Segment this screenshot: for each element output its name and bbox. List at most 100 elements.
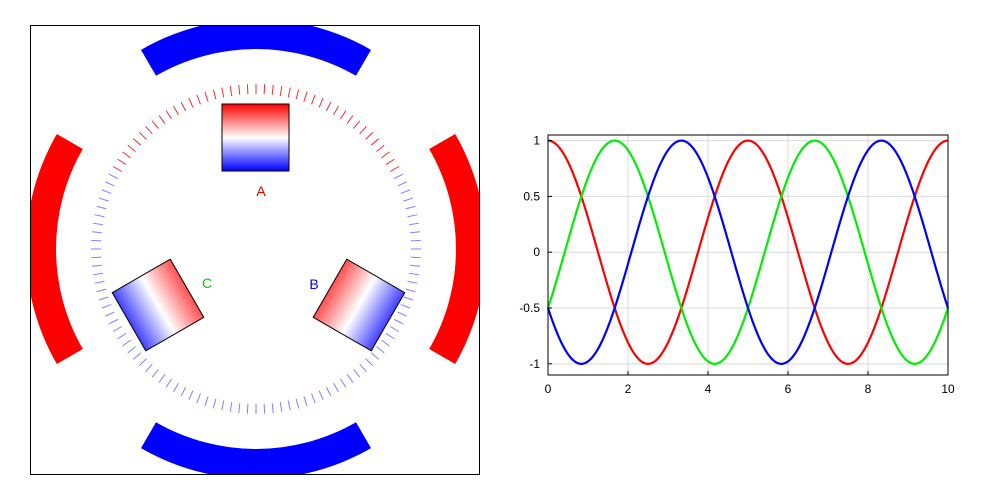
rotor-tick: [229, 85, 233, 96]
rotor-tick: [112, 166, 123, 172]
rotor-tick: [263, 403, 266, 414]
plot-area-frame: [547, 134, 949, 376]
rotor-tick: [385, 332, 395, 340]
rotor-tick: [339, 110, 347, 120]
rotor-tick: [405, 288, 416, 293]
rotor-tick: [393, 173, 404, 180]
rotor-tick: [204, 396, 209, 407]
rotor-tick: [376, 144, 385, 152]
rotor-tick: [91, 231, 102, 234]
rotor-tick: [409, 222, 420, 226]
rotor-tick: [108, 173, 119, 180]
rotor-tick: [212, 89, 217, 100]
rotor-tick: [96, 205, 107, 210]
coil-b: [312, 258, 406, 352]
coil-c: [111, 258, 205, 352]
coil-a: [221, 103, 290, 172]
rotor-tick: [397, 181, 407, 187]
rotor-tick: [105, 181, 115, 187]
phase-chart: 0 2 4 6 8 10 -1 -0.5 0 0.5 1: [500, 110, 980, 410]
rotor-tick: [105, 311, 115, 317]
coil-a-label: A: [256, 183, 266, 199]
rotor-tick: [353, 120, 361, 129]
rotor-tick: [325, 386, 332, 397]
rotor-tick: [400, 189, 411, 194]
rotor-tick: [122, 339, 131, 347]
rotor-tick: [212, 398, 217, 409]
rotor-tick: [279, 85, 283, 96]
rotor-tick: [138, 131, 147, 140]
rotor-tick: [165, 378, 173, 388]
rotor-tick: [94, 280, 105, 284]
rotor-tick: [173, 382, 179, 393]
rotor-tick: [318, 98, 324, 108]
rotor-tick: [403, 197, 414, 202]
y-tick-label: -0.5: [519, 301, 540, 315]
rotor-tick: [173, 105, 179, 116]
motor-diagram: A B C: [26, 19, 486, 479]
rotor-tick: [346, 374, 354, 383]
rotor-tick: [311, 393, 316, 404]
rotor-tick: [246, 403, 249, 414]
phase-chart-svg: 0 2 4 6 8 10 -1 -0.5 0 0.5 1: [519, 134, 955, 396]
rotor-tick: [133, 138, 142, 146]
rotor-tick: [403, 296, 414, 301]
y-tick-label: -1: [529, 357, 540, 371]
rotor-tick: [271, 403, 274, 414]
rotor-tick: [365, 358, 374, 367]
rotor-tick: [359, 363, 367, 372]
x-tick-label: 6: [785, 382, 792, 396]
rotor-tick: [333, 382, 339, 393]
rotor-tick: [325, 101, 332, 112]
rotor-tick: [410, 231, 421, 234]
rotor-tick: [385, 158, 395, 166]
rotor-tick: [117, 332, 127, 340]
rotor-tick: [188, 390, 194, 400]
rotor-tick: [376, 346, 385, 354]
rotor-tick: [381, 339, 390, 347]
y-tick-label: 0: [533, 245, 540, 259]
y-tick-label: 1: [533, 134, 540, 148]
rotor-tick: [151, 120, 159, 129]
rotor-tick: [238, 84, 241, 95]
rotor-tick: [145, 363, 153, 372]
rotor-tick: [180, 101, 187, 112]
rotor-tick: [407, 214, 418, 218]
rotor-tick: [188, 98, 194, 108]
stator-arc-right: [429, 134, 486, 364]
x-tick-label: 2: [625, 382, 632, 396]
rotor-tick: [91, 264, 102, 267]
rotor-tick: [92, 222, 103, 226]
rotor-tick: [397, 311, 407, 317]
rotor-tick: [287, 87, 291, 98]
stator-arc-bottom: [141, 422, 371, 479]
x-tick-label: 10: [941, 382, 955, 396]
rotor-tick: [353, 369, 361, 378]
rotor-tick: [94, 214, 105, 218]
rotor-tick: [108, 318, 119, 325]
rotor-tick: [158, 115, 166, 124]
rotor-tick: [133, 352, 142, 360]
rotor-tick: [410, 264, 421, 267]
rotor-tick: [370, 352, 379, 360]
rotor-tick: [229, 402, 233, 413]
rotor-tick: [158, 374, 166, 383]
stator-arc-left: [26, 134, 83, 364]
x-tick-label: 8: [865, 382, 872, 396]
rotor-tick: [287, 400, 291, 411]
rotor-tick: [311, 94, 316, 105]
rotor-tick: [393, 318, 404, 325]
x-tick-label: 4: [705, 382, 712, 396]
rotor-tick: [122, 151, 131, 159]
rotor-tick: [359, 126, 367, 135]
rotor-tick: [145, 126, 153, 135]
rotor-tick: [263, 84, 266, 95]
rotor-tick: [127, 346, 136, 354]
rotor-tick: [409, 272, 420, 276]
rotor-tick: [196, 94, 201, 105]
motor-diagram-svg: A B C: [26, 19, 486, 479]
rotor-tick: [91, 239, 102, 242]
rotor-tick: [405, 205, 416, 210]
rotor-tick: [389, 326, 400, 332]
rotor-tick: [91, 256, 102, 259]
